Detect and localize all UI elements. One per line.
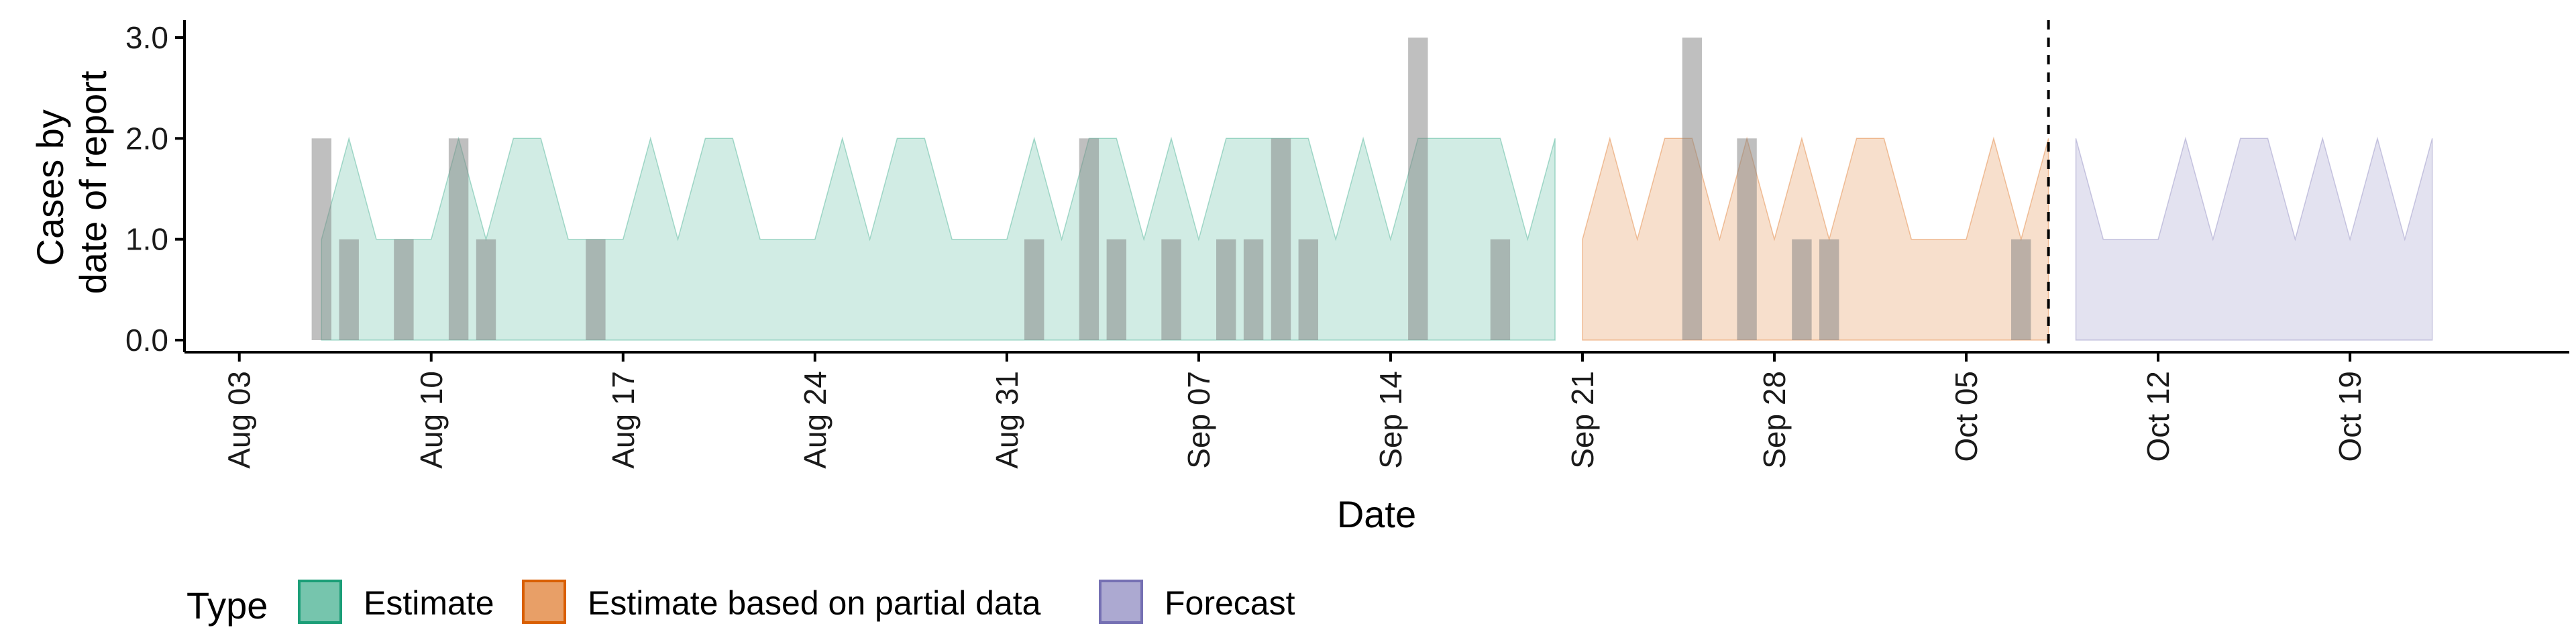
- x-axis-ticks: Aug 03 Aug 10 Aug 17 Aug 24 Aug 31 Sep 07 Sep …: [222, 352, 2367, 469]
- reported-bar: [586, 239, 606, 340]
- x-tick-label: Aug 03: [222, 371, 257, 469]
- y-tick-label: 1.0: [125, 222, 168, 257]
- legend-label-3: Forecast: [1165, 584, 1295, 622]
- x-tick-label: Sep 21: [1565, 371, 1600, 469]
- x-tick-label: Sep 28: [1757, 371, 1792, 469]
- reported-bar: [1298, 239, 1318, 340]
- x-tick-label: Aug 24: [798, 371, 833, 469]
- y-axis-ticks: 0.0 1.0 2.0 3.0: [125, 20, 184, 358]
- x-tick-label: Aug 17: [606, 371, 641, 469]
- x-tick-label: Oct 12: [2141, 371, 2176, 462]
- y-axis-title-line-2: date of report: [72, 70, 114, 294]
- reported-bar: [476, 239, 496, 340]
- y-axis-title-line-1: Cases by: [29, 109, 71, 266]
- x-tick-label: Aug 10: [414, 371, 449, 469]
- legend-key-3: [1099, 580, 1143, 624]
- reported-bar: [1079, 138, 1099, 341]
- reported-bar: [1682, 38, 1703, 340]
- y-tick-label: 3.0: [125, 20, 168, 55]
- reported-bar: [1737, 138, 1757, 341]
- band-estimate-based-on-partial-data: [1582, 136, 2049, 341]
- reported-bar: [1216, 239, 1236, 340]
- reported-bar: [1271, 138, 1291, 341]
- x-tick-label: Sep 07: [1181, 371, 1216, 469]
- reported-bar: [1819, 239, 1839, 340]
- reported-bar: [1792, 239, 1812, 340]
- reported-bar: [1024, 239, 1044, 340]
- x-tick-label: Sep 14: [1373, 371, 1408, 469]
- band-estimate: [321, 136, 1556, 341]
- legend-key-2: [522, 580, 566, 624]
- legend-label-1: Estimate: [364, 584, 494, 622]
- x-tick-label: Aug 31: [989, 371, 1024, 469]
- x-tick-label: Oct 19: [2332, 371, 2367, 462]
- reported-bar: [1408, 38, 1428, 340]
- reported-bar: [1243, 239, 1264, 340]
- y-axis-title: Cases by date of report: [29, 70, 114, 294]
- reported-case-bars: [311, 38, 2031, 341]
- y-tick-label: 0.0: [125, 323, 168, 358]
- x-axis-title: Date: [1337, 493, 1416, 535]
- reported-bar: [448, 138, 469, 341]
- reported-bar: [2011, 239, 2031, 340]
- legend-title: Type: [186, 584, 268, 627]
- legend-label-2: Estimate based on partial data: [588, 584, 1041, 622]
- reported-bar: [1490, 239, 1511, 340]
- reported-bar: [311, 138, 331, 341]
- y-tick-label: 2.0: [125, 121, 168, 156]
- legend: Type Estimate Estimate based on partial d…: [186, 580, 1295, 627]
- estimate-bands: [321, 136, 2433, 341]
- reported-bar: [339, 239, 359, 340]
- reported-bar: [1106, 239, 1126, 340]
- legend-key-1: [298, 580, 342, 624]
- reported-bar: [394, 239, 414, 340]
- band-forecast: [2075, 136, 2433, 341]
- reported-bar: [1161, 239, 1181, 340]
- x-tick-label: Oct 05: [1949, 371, 1984, 462]
